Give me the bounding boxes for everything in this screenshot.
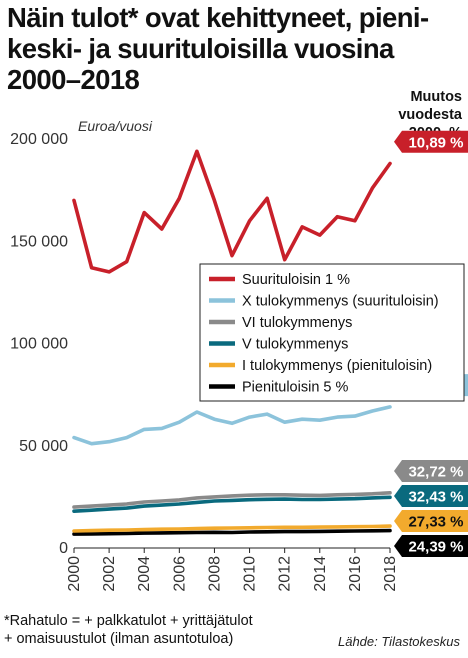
y-axis-unit-label: Euroa/vuosi <box>78 118 153 134</box>
series-line-v-tulokymmenys <box>72 495 392 514</box>
x-tick-label: 2018 <box>382 556 399 592</box>
change-label-tag-v-tulokymmenys <box>394 485 468 507</box>
footnote: *Rahatulo = + palkkatulot + yrittäjätulo… <box>4 612 253 648</box>
change-label-tag-pienituloisin-5 <box>394 535 468 557</box>
title-line-1: Näin tulot* ovat kehittyneet, pieni- <box>7 2 429 33</box>
title-line-2: keski- ja suurituloisilla vuosina <box>7 33 394 64</box>
income-line-chart: 0 50 000 100 000 150 000 200 000 Euroa/vuosi… <box>10 118 468 592</box>
change-label-i-tulokymmenys-pienituloisin: 27,33 % <box>408 514 463 531</box>
series-line-suurituloisin-1 <box>72 149 392 274</box>
y-tick-label: 0 <box>59 540 68 557</box>
legend-box <box>199 263 465 402</box>
change-label-tag-i-tulokymmenys-pienituloisin <box>394 510 468 532</box>
legend-label-i-tulokymmenys-pienituloisin: I tulokymmenys (pienituloisin) <box>242 358 432 374</box>
legend-label-x-tulokymmenys-suurituloisin: X tulokymmenys (suurituloisin) <box>242 294 439 310</box>
x-tick-label: 2012 <box>277 556 294 592</box>
change-label-v-tulokymmenys: 32,43 % <box>408 489 463 506</box>
footnote-line-2: + omaisuustulot (ilman asuntotuloa) <box>4 631 234 647</box>
y-axis-ticks: 0 50 000 100 000 150 000 200 000 <box>10 131 68 557</box>
change-label-pienituloisin-5: 24,39 % <box>408 539 463 556</box>
series-line-pienituloisin-5 <box>72 528 392 536</box>
x-tick-label: 2008 <box>206 556 223 592</box>
x-tick-label: 2000 <box>66 556 83 592</box>
x-tick-label: 2010 <box>242 556 259 592</box>
change-label-vi-tulokymmenys: 32,72 % <box>408 464 463 481</box>
series-lines <box>72 149 392 536</box>
series-line-vi-tulokymmenys <box>72 490 392 509</box>
chart-title: Näin tulot* ovat kehittyneet, pieni- kes… <box>7 2 467 95</box>
legend-label-pienituloisin-5: Pienituloisin 5 % <box>242 380 348 396</box>
x-axis-ticks: 2000 2002 2004 2006 2008 2010 2012 2014 2016 2018 <box>66 548 399 592</box>
x-tick-label: 2014 <box>312 556 329 592</box>
x-tick-label: 2004 <box>136 556 153 592</box>
x-tick-label: 2006 <box>171 556 188 592</box>
change-label-tag-vi-tulokymmenys <box>394 460 468 482</box>
y-tick-label: 100 000 <box>10 336 68 353</box>
x-tick-label: 2002 <box>101 556 118 592</box>
source-label: Lähde: Tilastokeskus <box>337 634 460 649</box>
series-line-i-tulokymmenys-pienituloisin <box>72 524 392 533</box>
y-tick-label: 150 000 <box>10 233 68 250</box>
legend: Suurituloisin 1 % X tulokymmenys (suuritu… <box>199 263 465 402</box>
change-label-tag-suurituloisin-1 <box>394 130 468 153</box>
legend-label-v-tulokymmenys: V tulokymmenys <box>242 337 348 353</box>
legend-label-vi-tulokymmenys: VI tulokymmenys <box>242 315 352 331</box>
x-tick-label: 2016 <box>347 556 364 592</box>
legend-label-suurituloisin-1: Suurituloisin 1 % <box>242 272 350 288</box>
change-label-suurituloisin-1: 10,89 % <box>408 134 463 151</box>
y-tick-label: 200 000 <box>10 131 68 148</box>
footnote-line-1: *Rahatulo = + palkkatulot + yrittäjätulo… <box>4 613 253 629</box>
y-tick-label: 50 000 <box>19 438 68 455</box>
change-header-line-2: vuodesta <box>398 107 462 123</box>
change-labels: 10,89 %27,72 %32,72 %32,43 %27,33 %24,39… <box>394 130 468 557</box>
change-header-line-1: Muutos <box>410 89 462 105</box>
series-line-x-tulokymmenys-suurituloisin <box>72 405 392 446</box>
title-line-3: 2000–2018 <box>7 64 140 95</box>
